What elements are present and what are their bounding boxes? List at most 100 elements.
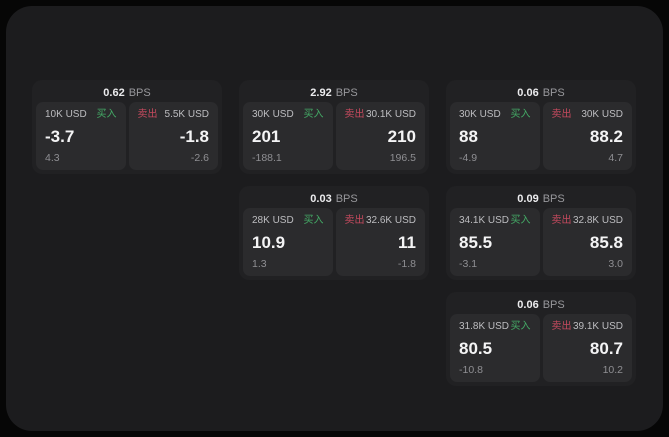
quote-card[interactable]: 0.62 BPS 10K USD 买入 -3.7 4.3 卖出 5.5K USD… <box>32 80 222 174</box>
bps-header: 0.06 BPS <box>450 296 632 314</box>
buy-change: -188.1 <box>252 152 282 164</box>
buy-panel[interactable]: 28K USD 买入 10.9 1.3 <box>243 208 333 276</box>
sell-change: -1.8 <box>397 258 416 270</box>
sell-top-row: 卖出 5.5K USD <box>138 109 210 121</box>
buy-change: 4.3 <box>45 152 60 164</box>
quote-card-grid: 0.62 BPS 10K USD 买入 -3.7 4.3 卖出 5.5K USD… <box>32 80 636 386</box>
buy-amount: 30K USD <box>459 109 501 120</box>
buy-panel[interactable]: 34.1K USD 买入 85.5 -3.1 <box>450 208 540 276</box>
sell-panel[interactable]: 卖出 5.5K USD -1.8 -2.6 <box>128 102 218 170</box>
bps-unit-label: BPS <box>335 193 358 205</box>
quote-card-body: 31.8K USD 买入 80.5 -10.8 卖出 39.1K USD 80.… <box>450 314 632 382</box>
sell-price: 11 <box>398 233 416 252</box>
buy-amount: 30K USD <box>252 109 294 120</box>
sell-side-label: 卖出 <box>137 109 158 120</box>
buy-price: 80.5 <box>459 339 493 358</box>
sell-top-row: 卖出 32.8K USD <box>552 215 624 227</box>
sell-amount: 5.5K USD <box>164 109 209 120</box>
buy-change: -4.9 <box>459 152 478 164</box>
sell-price: 80.7 <box>589 339 623 358</box>
quote-card[interactable]: 0.06 BPS 31.8K USD 买入 80.5 -10.8 卖出 39.1… <box>446 292 636 386</box>
buy-amount: 31.8K USD <box>459 321 510 332</box>
buy-side-label: 买入 <box>510 321 531 332</box>
sell-side-label: 卖出 <box>344 215 365 226</box>
buy-panel[interactable]: 30K USD 买入 201 -188.1 <box>243 102 333 170</box>
bps-header: 0.62 BPS <box>36 84 218 102</box>
sell-panel[interactable]: 卖出 30K USD 88.2 4.7 <box>542 102 632 170</box>
buy-top-row: 28K USD 买入 <box>252 215 324 227</box>
sell-amount: 30K USD <box>581 109 623 120</box>
sell-top-row: 卖出 30K USD <box>552 109 624 121</box>
buy-change: -10.8 <box>459 364 483 376</box>
bps-unit-label: BPS <box>542 87 565 99</box>
bps-value: 2.92 <box>310 87 332 99</box>
sell-price: 85.8 <box>589 233 623 252</box>
buy-panel[interactable]: 10K USD 买入 -3.7 4.3 <box>36 102 126 170</box>
buy-top-row: 31.8K USD 买入 <box>459 321 531 333</box>
bps-unit-label: BPS <box>335 87 358 99</box>
bps-header: 0.06 BPS <box>450 84 632 102</box>
bps-value: 0.03 <box>310 193 332 205</box>
buy-price: 201 <box>252 127 281 146</box>
buy-price: 10.9 <box>252 233 286 252</box>
quote-card-body: 34.1K USD 买入 85.5 -3.1 卖出 32.8K USD 85.8… <box>450 208 632 276</box>
bps-header: 0.03 BPS <box>243 190 425 208</box>
sell-amount: 32.6K USD <box>365 215 416 226</box>
buy-side-label: 买入 <box>96 109 117 120</box>
bps-value: 0.06 <box>517 87 539 99</box>
quote-card[interactable]: 0.03 BPS 28K USD 买入 10.9 1.3 卖出 32.6K US… <box>239 186 429 280</box>
buy-price: 88 <box>459 127 478 146</box>
sell-amount: 30.1K USD <box>365 109 416 120</box>
buy-panel[interactable]: 31.8K USD 买入 80.5 -10.8 <box>450 314 540 382</box>
sell-change: 3.0 <box>608 258 623 270</box>
sell-panel[interactable]: 卖出 32.8K USD 85.8 3.0 <box>542 208 632 276</box>
buy-change: 1.3 <box>252 258 267 270</box>
sell-change: -2.6 <box>190 152 209 164</box>
sell-price: -1.8 <box>179 127 209 146</box>
buy-change: -3.1 <box>459 258 478 270</box>
quote-card-body: 30K USD 买入 201 -188.1 卖出 30.1K USD 210 1… <box>243 102 425 170</box>
sell-price: 210 <box>387 127 416 146</box>
quote-card[interactable]: 0.06 BPS 30K USD 买入 88 -4.9 卖出 30K USD 8… <box>446 80 636 174</box>
sell-side-label: 卖出 <box>551 109 572 120</box>
buy-amount: 28K USD <box>252 215 294 226</box>
sell-panel[interactable]: 卖出 30.1K USD 210 196.5 <box>335 102 425 170</box>
sell-price: 88.2 <box>589 127 623 146</box>
sell-panel[interactable]: 卖出 32.6K USD 11 -1.8 <box>335 208 425 276</box>
quote-card-body: 30K USD 买入 88 -4.9 卖出 30K USD 88.2 4.7 <box>450 102 632 170</box>
sell-side-label: 卖出 <box>551 215 572 226</box>
buy-panel[interactable]: 30K USD 买入 88 -4.9 <box>450 102 540 170</box>
bps-unit-label: BPS <box>542 193 565 205</box>
sell-amount: 32.8K USD <box>572 215 623 226</box>
sell-amount: 39.1K USD <box>572 321 623 332</box>
sell-change: 196.5 <box>389 152 416 164</box>
sell-top-row: 卖出 30.1K USD <box>345 109 417 121</box>
sell-side-label: 卖出 <box>551 321 572 332</box>
quote-card-body: 10K USD 买入 -3.7 4.3 卖出 5.5K USD -1.8 -2.… <box>36 102 218 170</box>
bps-value: 0.09 <box>517 193 539 205</box>
buy-top-row: 30K USD 买入 <box>252 109 324 121</box>
buy-side-label: 买入 <box>303 215 324 226</box>
quote-card[interactable]: 2.92 BPS 30K USD 买入 201 -188.1 卖出 30.1K … <box>239 80 429 174</box>
buy-price: -3.7 <box>45 127 75 146</box>
buy-side-label: 买入 <box>303 109 324 120</box>
bps-value: 0.62 <box>103 87 125 99</box>
buy-top-row: 34.1K USD 买入 <box>459 215 531 227</box>
buy-top-row: 10K USD 买入 <box>45 109 117 121</box>
sell-panel[interactable]: 卖出 39.1K USD 80.7 10.2 <box>542 314 632 382</box>
sell-change: 10.2 <box>602 364 623 376</box>
buy-side-label: 买入 <box>510 109 531 120</box>
buy-amount: 34.1K USD <box>459 215 510 226</box>
bps-value: 0.06 <box>517 299 539 311</box>
sell-side-label: 卖出 <box>344 109 365 120</box>
buy-price: 85.5 <box>459 233 493 252</box>
sell-top-row: 卖出 39.1K USD <box>552 321 624 333</box>
quote-card[interactable]: 0.09 BPS 34.1K USD 买入 85.5 -3.1 卖出 32.8K… <box>446 186 636 280</box>
bps-unit-label: BPS <box>542 299 565 311</box>
bps-unit-label: BPS <box>128 87 151 99</box>
buy-top-row: 30K USD 买入 <box>459 109 531 121</box>
sell-top-row: 卖出 32.6K USD <box>345 215 417 227</box>
bps-header: 0.09 BPS <box>450 190 632 208</box>
quote-card-body: 28K USD 买入 10.9 1.3 卖出 32.6K USD 11 -1.8 <box>243 208 425 276</box>
